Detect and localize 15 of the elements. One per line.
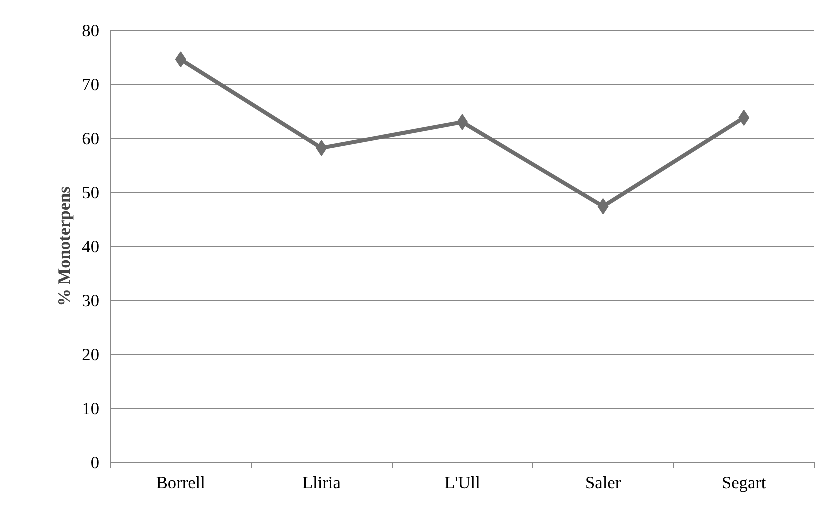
x-tick-label: L'Ull — [444, 474, 481, 492]
y-axis-title: % Monoterpens — [55, 186, 74, 306]
x-tick-label: Lliria — [302, 474, 342, 492]
y-tick-label: 0 — [90, 454, 100, 472]
y-tick-label: 80 — [82, 22, 100, 40]
y-tick-label: 60 — [82, 130, 100, 148]
y-tick-label: 40 — [82, 238, 100, 256]
x-tick-label: Saler — [586, 474, 622, 492]
y-tick-label: 10 — [82, 400, 100, 418]
x-tick-label: Borrell — [156, 474, 206, 492]
y-tick-label: 30 — [82, 292, 100, 310]
y-tick-label: 70 — [82, 76, 100, 94]
y-tick-label: 50 — [82, 184, 100, 202]
y-tick-label: 20 — [82, 346, 100, 364]
x-tick-label: Segart — [722, 474, 766, 492]
